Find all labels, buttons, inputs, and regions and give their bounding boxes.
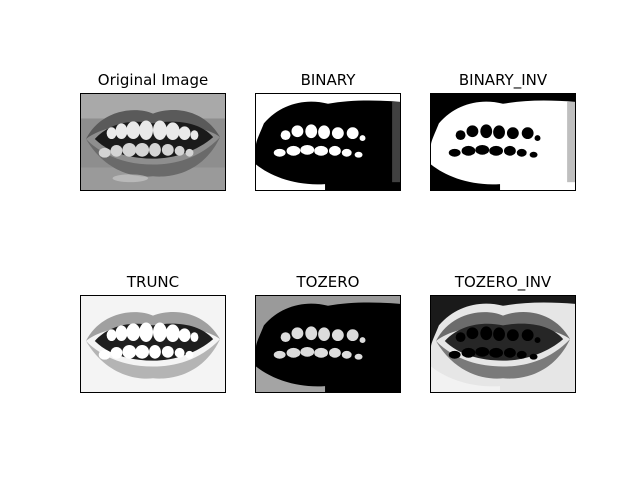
panel-title-binary: BINARY — [235, 71, 421, 89]
mouth-image-trunc — [81, 296, 225, 392]
panel-title-original: Original Image — [60, 71, 246, 89]
panel-title-tozero-inv: TOZERO_INV — [410, 273, 596, 291]
mouth-image-original — [81, 94, 225, 190]
mouth-image-binary — [256, 94, 400, 190]
image-tozero — [255, 295, 401, 393]
panel-title-trunc: TRUNC — [60, 273, 246, 291]
mouth-image-tozero — [256, 296, 400, 392]
image-trunc — [80, 295, 226, 393]
image-binary — [255, 93, 401, 191]
image-tozero-inv — [430, 295, 576, 393]
panel-title-tozero: TOZERO — [235, 273, 421, 291]
panel-title-binary-inv: BINARY_INV — [410, 71, 596, 89]
mouth-image-tozero-inv — [431, 296, 575, 392]
image-binary-inv — [430, 93, 576, 191]
image-original — [80, 93, 226, 191]
mouth-image-binary-inv — [431, 94, 575, 190]
